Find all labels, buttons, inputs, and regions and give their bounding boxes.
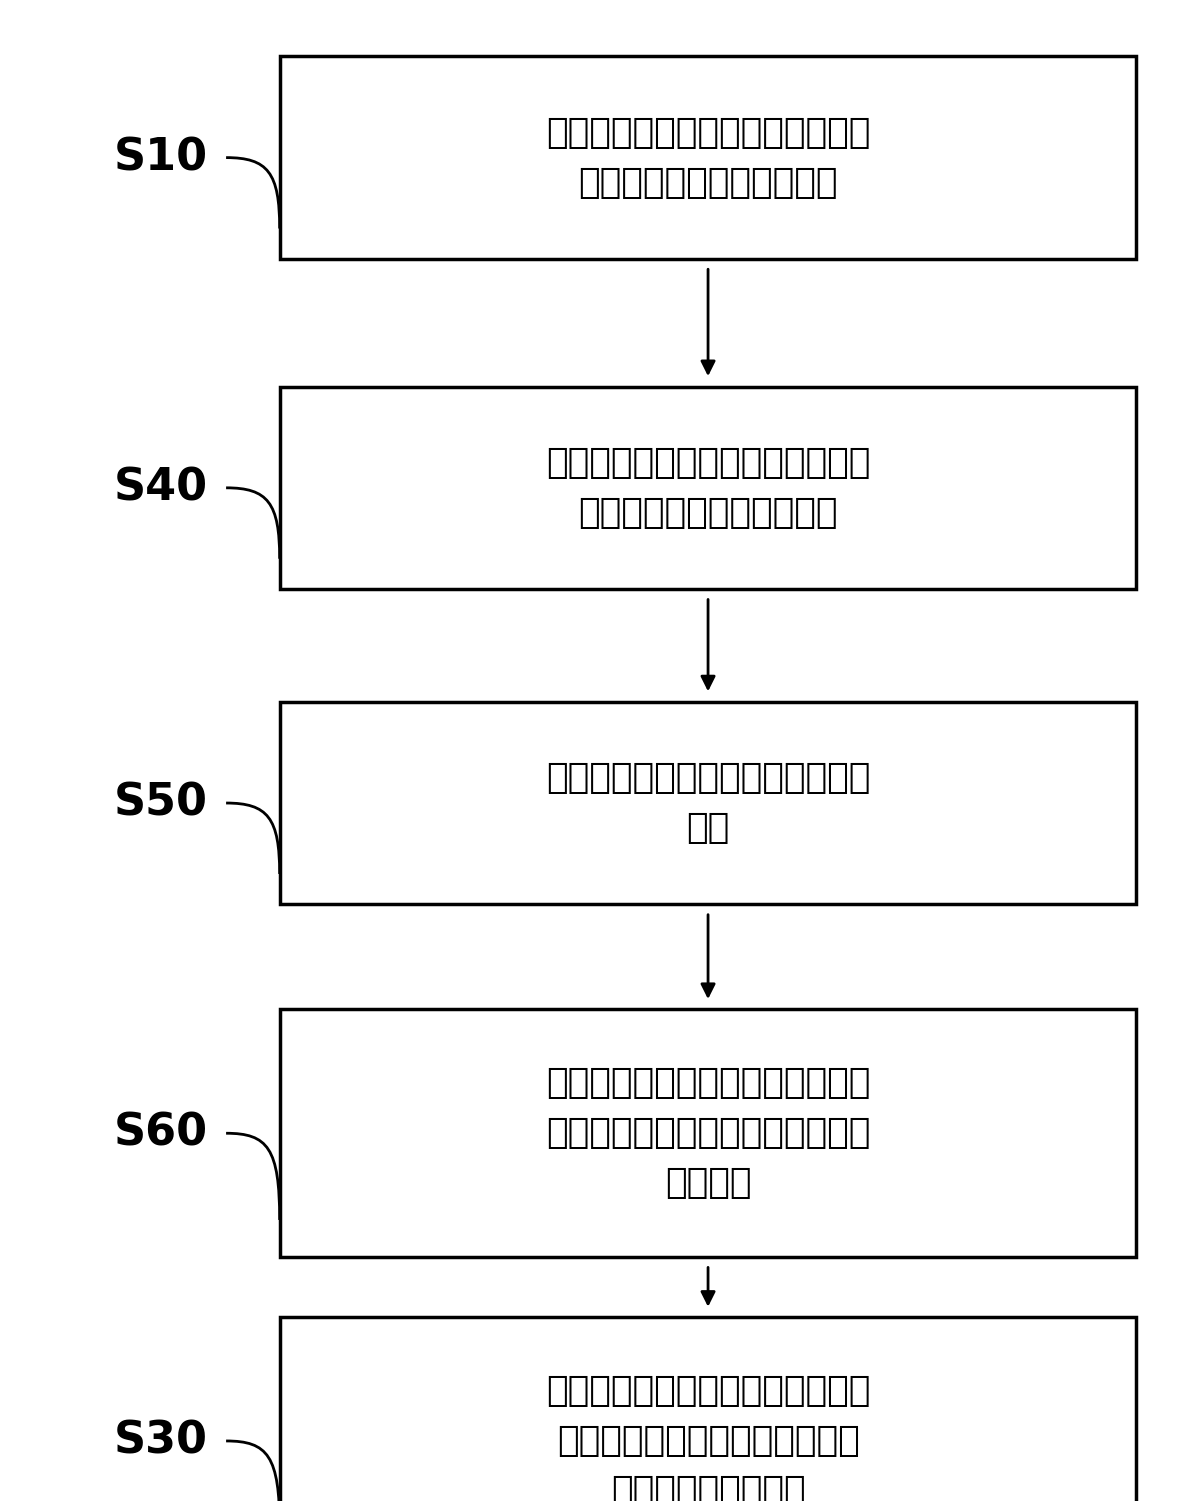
Text: S30: S30 — [114, 1420, 207, 1462]
FancyBboxPatch shape — [280, 386, 1136, 588]
Text: S50: S50 — [114, 782, 207, 824]
Text: 如果所述物体形状与所述预置形状
匹配，则确定所述物体形状的温度
变化曲线: 如果所述物体形状与所述预置形状 匹配，则确定所述物体形状的温度 变化曲线 — [546, 1066, 870, 1201]
Text: S60: S60 — [113, 1112, 208, 1154]
Text: S10: S10 — [113, 137, 208, 179]
FancyBboxPatch shape — [280, 702, 1136, 904]
FancyBboxPatch shape — [280, 1009, 1136, 1258]
FancyBboxPatch shape — [280, 56, 1136, 258]
Text: 通过设置在智能手环中的温度传感
器检测用户周围的温度信息: 通过设置在智能手环中的温度传感 器检测用户周围的温度信息 — [546, 116, 870, 200]
Text: 根据检测到的所述温度信息确定所
述温度信息对应的物体形状: 根据检测到的所述温度信息确定所 述温度信息对应的物体形状 — [546, 446, 870, 530]
Text: S40: S40 — [113, 467, 208, 509]
Text: 如果所述变化曲线的变化规律与所
述预置吸烟模拟变化规律曲线匹
配，则确定用户吸烟: 如果所述变化曲线的变化规律与所 述预置吸烟模拟变化规律曲线匹 配，则确定用户吸烟 — [546, 1373, 870, 1501]
Text: 确定所述物体形状与预置形状是否
匹配: 确定所述物体形状与预置形状是否 匹配 — [546, 761, 870, 845]
FancyBboxPatch shape — [280, 1318, 1136, 1501]
